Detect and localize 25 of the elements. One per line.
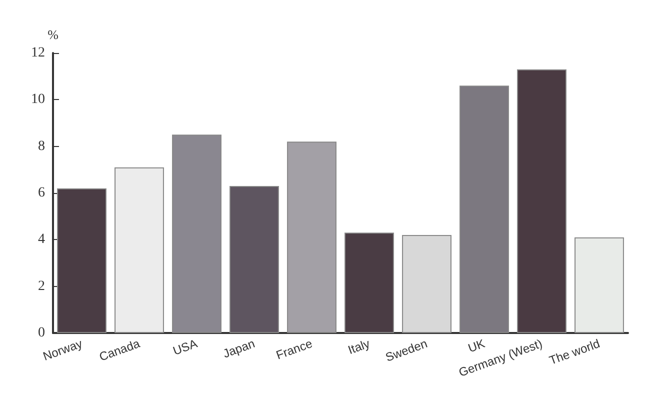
y-tick-label: 8 <box>38 138 45 154</box>
bar <box>460 86 509 333</box>
bar <box>287 142 336 333</box>
x-tick-label: Japan <box>221 336 257 361</box>
bar <box>57 188 106 333</box>
y-tick-label: 2 <box>38 278 45 294</box>
bar <box>230 186 279 333</box>
y-tick-label: 4 <box>38 232 45 248</box>
y-tick-label: 12 <box>31 46 45 60</box>
x-tick-label: France <box>274 336 314 362</box>
x-tick-label: USA <box>171 336 200 358</box>
bar <box>172 134 222 333</box>
bar <box>114 167 164 333</box>
bar <box>574 237 624 333</box>
x-tick-label: The world <box>547 336 602 368</box>
bar <box>402 235 452 333</box>
x-tick-label: UK <box>466 336 487 356</box>
bar <box>344 232 394 333</box>
y-tick-label: 6 <box>38 186 45 200</box>
y-axis-title: % <box>48 27 59 42</box>
bar <box>517 69 566 333</box>
y-tick-label: 10 <box>31 92 45 108</box>
x-tick-label: Italy <box>346 336 372 358</box>
x-tick-label: Sweden <box>384 336 430 364</box>
x-tick-label: Canada <box>97 336 142 364</box>
